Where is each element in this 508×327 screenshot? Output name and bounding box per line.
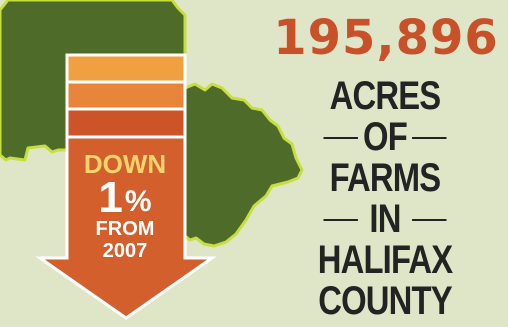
map-region-right bbox=[183, 82, 304, 248]
headline-line-4-row: IN bbox=[315, 199, 454, 240]
arrow-bar-middle bbox=[65, 80, 187, 111]
arrow-bar-bottom bbox=[65, 107, 187, 139]
acreage-number: 195,896 bbox=[273, 10, 499, 66]
divider-rule-right bbox=[412, 136, 447, 139]
arrow-label: DOWN 1% FROM 2007 bbox=[67, 150, 183, 262]
arrow-from-label: FROM bbox=[95, 218, 155, 240]
divider-rule-right bbox=[412, 218, 447, 221]
headline-line-4: IN bbox=[369, 197, 401, 241]
arrow-bar-top bbox=[65, 53, 187, 84]
headline-line-5: HALIFAX bbox=[317, 238, 453, 282]
headline-line-2-row: OF bbox=[315, 117, 454, 158]
divider-rule-left bbox=[323, 218, 358, 221]
down-arrow-icon bbox=[35, 135, 217, 320]
headline-stack: ACRES OF FARMS IN HALIFAX COUNTY bbox=[315, 76, 454, 322]
map-region-left bbox=[0, 0, 187, 162]
headline-line-1: ACRES bbox=[329, 74, 442, 118]
headline-line-2: OF bbox=[363, 115, 408, 159]
arrow-direction-word: DOWN bbox=[83, 149, 167, 179]
arrow-percent: 1 bbox=[98, 173, 123, 222]
headline-line-3: FARMS bbox=[329, 156, 442, 200]
arrow-percent-row: 1% bbox=[67, 176, 183, 220]
arrow-year: 2007 bbox=[102, 240, 148, 262]
headline-line-6: COUNTY bbox=[318, 279, 452, 323]
divider-rule-left bbox=[323, 136, 358, 139]
arrow-percent-sign: % bbox=[124, 185, 152, 218]
